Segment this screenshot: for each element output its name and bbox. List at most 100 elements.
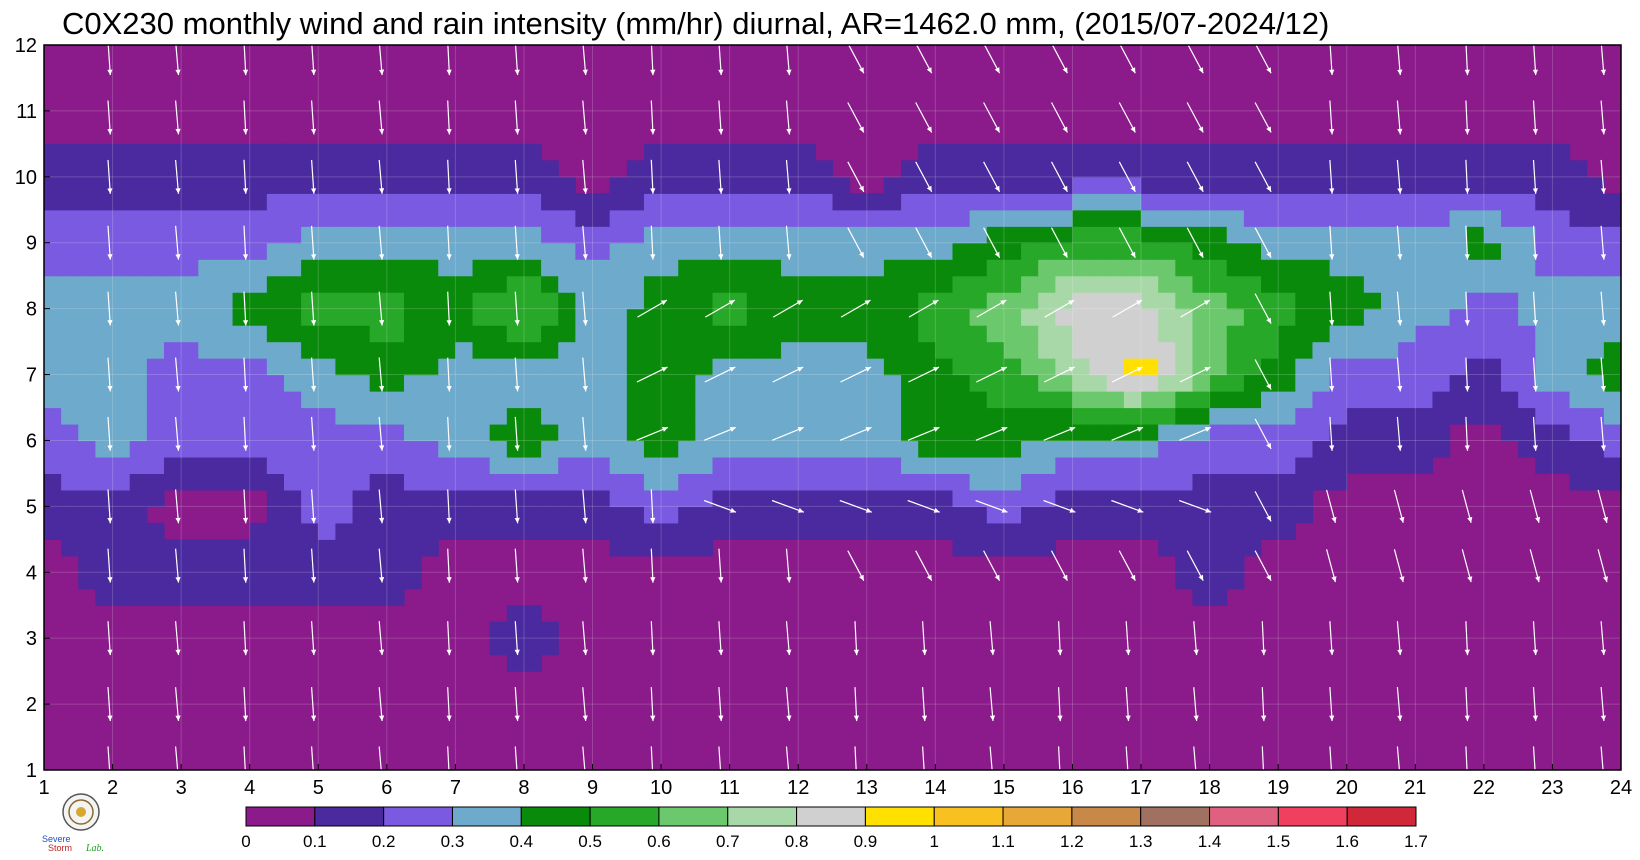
- heatmap-cell: [969, 176, 988, 194]
- heatmap-cell: [1278, 473, 1296, 491]
- heatmap-cell: [1603, 226, 1622, 244]
- wind-arrow-shaft: [311, 225, 315, 260]
- heatmap-cell: [763, 489, 782, 507]
- heatmap-cell: [1209, 506, 1228, 524]
- wind-arrow: [771, 499, 805, 513]
- heatmap-cell: [1586, 259, 1605, 277]
- heatmap-cell: [1106, 259, 1125, 277]
- heatmap-cell: [266, 555, 285, 573]
- heatmap-cell: [95, 391, 114, 409]
- wind-arrow: [650, 41, 656, 76]
- wind-arrow-shaft: [975, 426, 1008, 441]
- heatmap-cell: [301, 193, 319, 211]
- heatmap-cell: [163, 440, 182, 458]
- heatmap-cell: [95, 143, 114, 161]
- heatmap-cell: [643, 407, 662, 425]
- heatmap-cell: [986, 292, 1005, 310]
- heatmap-cell: [335, 539, 354, 557]
- heatmap-cell: [729, 325, 748, 343]
- heatmap-cell: [301, 407, 319, 425]
- heatmap-cell: [1312, 143, 1331, 161]
- heatmap-cell: [1483, 259, 1502, 277]
- wind-arrow: [175, 548, 181, 583]
- heatmap-cell: [506, 176, 525, 194]
- heatmap-cell: [609, 176, 628, 194]
- wind-arrow-shaft: [983, 161, 1001, 193]
- wind-arrow-shaft: [107, 746, 111, 781]
- heatmap-cell: [901, 423, 919, 442]
- colorbar-segment: [1140, 806, 1211, 827]
- heatmap-cell: [1038, 275, 1056, 293]
- heatmap-cell: [1295, 440, 1314, 458]
- heatmap-cell: [1295, 292, 1314, 310]
- heatmap-cell: [1209, 275, 1228, 293]
- heatmap-cell: [455, 473, 474, 491]
- heatmap-cell: [866, 522, 885, 540]
- heatmap-cell: [472, 423, 491, 442]
- wind-arrow: [1050, 102, 1068, 133]
- wind-arrow-head: [864, 300, 871, 306]
- wind-arrow: [853, 746, 859, 781]
- wind-arrow-head: [514, 715, 520, 722]
- heatmap-cell: [935, 522, 954, 540]
- heatmap-cell: [421, 292, 439, 310]
- heatmap-cell: [1603, 308, 1622, 326]
- heatmap-cell: [335, 341, 354, 359]
- heatmap-cell: [781, 275, 799, 293]
- wind-arrow-shaft: [514, 100, 519, 135]
- wind-arrow: [582, 41, 588, 76]
- heatmap-cell: [1501, 308, 1519, 326]
- heatmap-cell: [283, 374, 302, 392]
- heatmap-cell: [1363, 423, 1382, 442]
- heatmap-cell: [626, 160, 645, 178]
- heatmap-cell: [592, 374, 611, 392]
- heatmap-cell: [558, 226, 576, 244]
- heatmap-cell: [386, 292, 405, 310]
- heatmap-cell: [1415, 308, 1434, 326]
- heatmap-cell: [781, 209, 799, 227]
- heatmap-cell: [901, 226, 919, 244]
- heatmap-cell: [832, 209, 851, 227]
- wind-arrow-head: [728, 300, 735, 306]
- heatmap-cell: [163, 588, 182, 606]
- heatmap-cell: [1003, 308, 1022, 326]
- wind-arrow-head: [921, 774, 928, 781]
- wind-arrow-head: [1329, 254, 1335, 260]
- heatmap-cell: [232, 259, 251, 277]
- heatmap-cell: [163, 209, 182, 227]
- wind-arrow: [1193, 621, 1199, 656]
- wind-arrow-head: [582, 254, 588, 260]
- wind-arrow: [1464, 225, 1470, 260]
- heatmap-cell: [1192, 407, 1211, 425]
- heatmap-cell: [1415, 456, 1434, 475]
- heatmap-cell: [129, 308, 148, 326]
- wind-arrow-shaft: [1600, 416, 1605, 451]
- wind-arrow: [975, 426, 1008, 441]
- heatmap-cell: [403, 391, 422, 409]
- wind-arrow-shaft: [582, 416, 587, 451]
- heatmap-cell: [1346, 423, 1365, 442]
- heatmap-cell: [1089, 440, 1108, 458]
- colorbar-segment: [383, 806, 453, 827]
- wind-arrow-head: [989, 774, 996, 781]
- wind-arrow-shaft: [989, 687, 994, 722]
- heatmap-cell: [901, 440, 919, 458]
- heatmap-cell: [1483, 160, 1502, 178]
- heatmap-cell: [386, 391, 405, 409]
- heatmap-cell: [369, 358, 388, 376]
- heatmap-cell: [1072, 341, 1091, 359]
- heatmap-cell: [866, 489, 885, 507]
- heatmap-cell: [712, 193, 731, 211]
- heatmap-cell: [1123, 143, 1142, 161]
- heatmap-cell: [901, 292, 919, 310]
- wind-arrow: [839, 426, 872, 441]
- wind-arrow: [636, 366, 668, 383]
- heatmap-cell: [592, 522, 611, 540]
- heatmap-cell: [1226, 423, 1245, 442]
- wind-arrow: [1186, 550, 1204, 581]
- heatmap-cell: [575, 193, 594, 211]
- heatmap-cell: [249, 176, 268, 194]
- heatmap-cell: [541, 423, 559, 442]
- heatmap-cell: [575, 242, 594, 260]
- heatmap-cell: [729, 456, 748, 475]
